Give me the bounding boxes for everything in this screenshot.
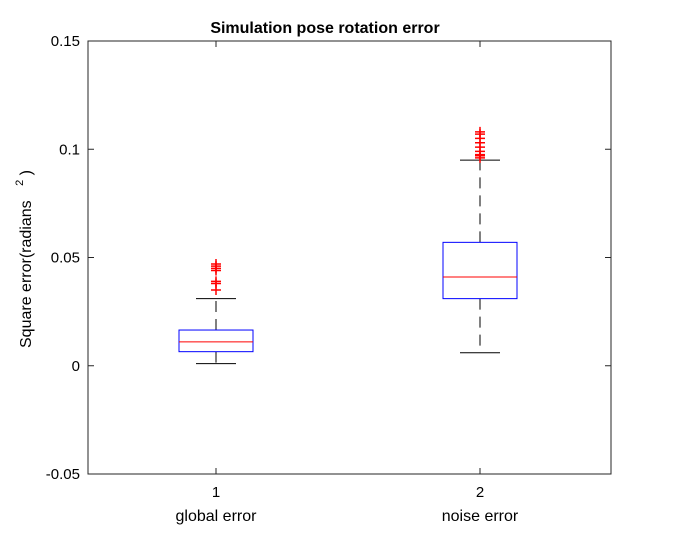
y-tick-label: 0.15 [51, 33, 80, 50]
outlier-point [211, 276, 221, 287]
svg-text:Square error(radians 2: Square error(radians 2 ) [10, 170, 35, 348]
plot-frame [87, 40, 612, 475]
x-tick-label: 2 [476, 484, 484, 501]
x-category-label: global error [176, 508, 258, 525]
y-axis-label: Square error(radians 2 ) [10, 170, 35, 348]
chart-title: Simulation pose rotation error [210, 20, 439, 37]
box [178, 329, 254, 353]
y-axis-label-superscript: 2 [14, 180, 26, 186]
y-tick-label: 0 [72, 358, 80, 375]
outlier-point [211, 258, 221, 269]
x-tick-label: 1 [212, 484, 220, 501]
y-tick-label: 0.1 [59, 141, 80, 158]
y-axis-label-close: ) [18, 170, 35, 175]
x-category-label: noise error [442, 508, 519, 525]
outlier-point [475, 126, 485, 137]
y-axis-label-text: Square error(radians [18, 200, 35, 348]
y-tick-label: 0.05 [51, 250, 80, 267]
y-tick-label: -0.05 [46, 466, 80, 483]
box [442, 241, 518, 300]
